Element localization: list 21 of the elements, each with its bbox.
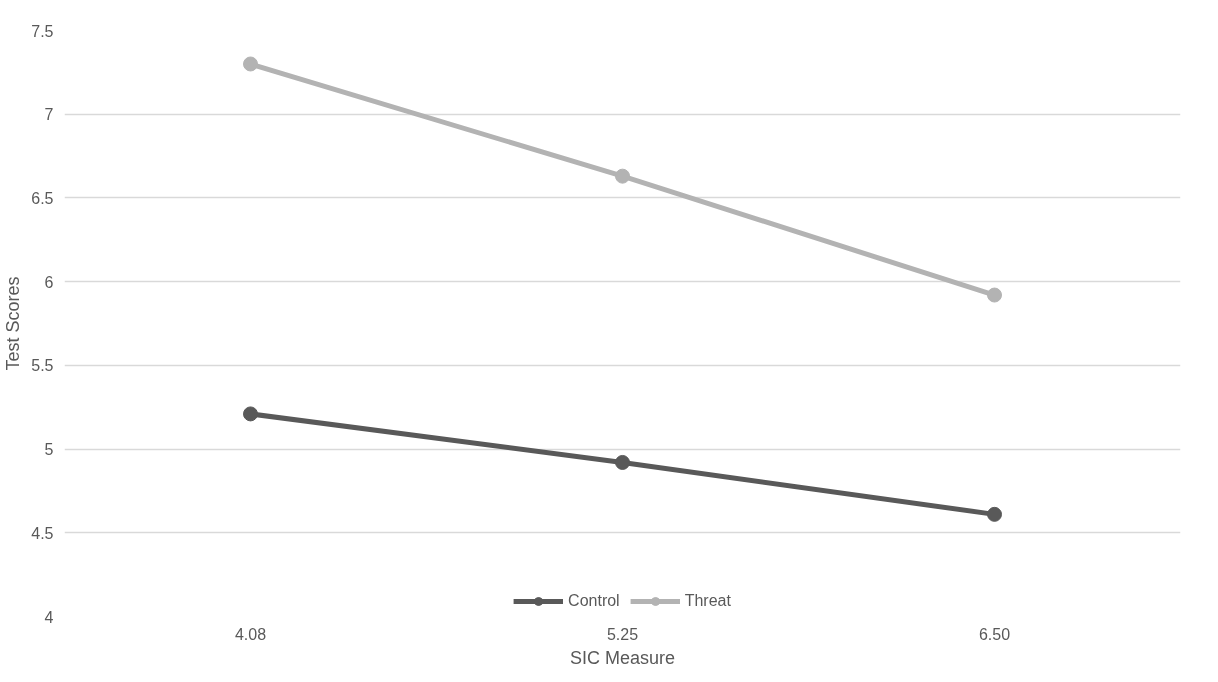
legend-label: Threat <box>684 592 731 610</box>
point <box>987 287 1002 303</box>
x-tick-label: 6.50 <box>978 625 1011 643</box>
legend-label: Control <box>568 592 620 610</box>
point <box>987 506 1002 522</box>
y-tick-label: 6.5 <box>31 189 54 207</box>
point <box>615 454 630 470</box>
point <box>243 406 258 422</box>
y-tick-label: 4 <box>44 608 54 626</box>
point <box>615 168 630 184</box>
x-axis-title: SIC Measure <box>569 647 676 668</box>
point <box>243 56 258 72</box>
y-tick-label: 7 <box>44 106 54 124</box>
x-tick-label: 5.25 <box>606 625 639 643</box>
y-axis-title: Test Scores <box>3 276 24 371</box>
y-tick-label: 5.5 <box>31 357 54 375</box>
y-tick-label: 7.5 <box>31 22 54 40</box>
y-tick-label: 6 <box>44 273 54 291</box>
y-tick-label: 4.5 <box>31 524 54 542</box>
y-tick-label: 5 <box>44 441 54 459</box>
x-tick-label: 4.08 <box>234 625 267 643</box>
